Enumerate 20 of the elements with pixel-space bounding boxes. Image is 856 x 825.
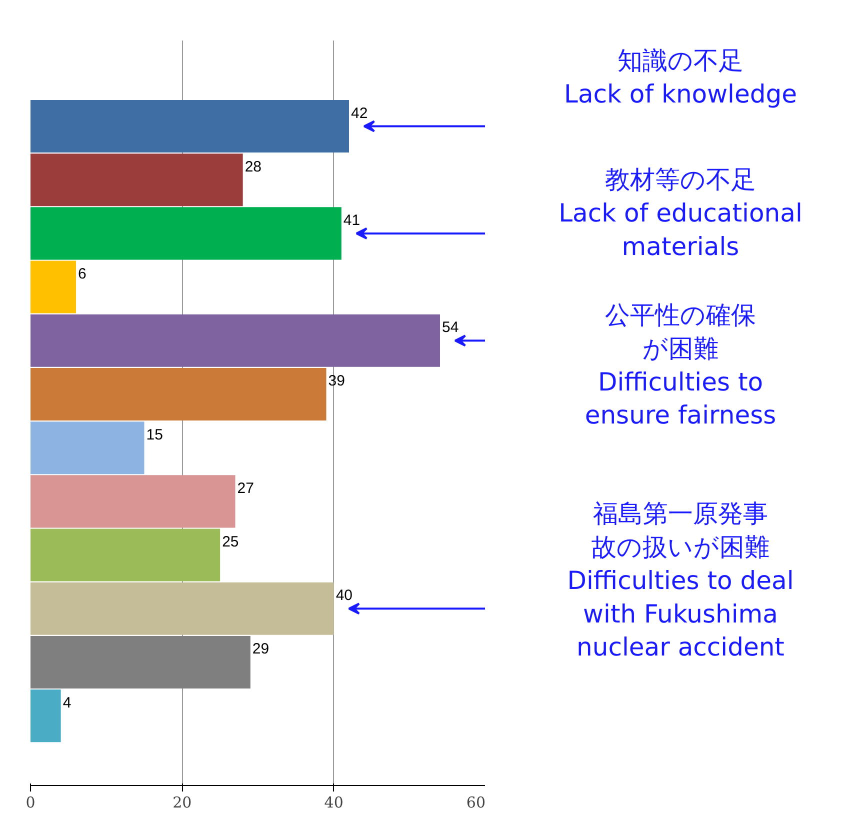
- x-tick-label: 0: [26, 794, 36, 812]
- data-label: 40: [336, 587, 353, 604]
- data-label: 39: [328, 372, 345, 390]
- data-label: 6: [78, 266, 86, 283]
- data-label: 28: [244, 158, 262, 176]
- text: 福島第一原発事故の扱いが困難 Difficulties to deal with Fukushima nuclear accident: [567, 499, 794, 662]
- data-label: 42: [351, 104, 368, 122]
- text: 教材等の不足 Lack of educational materials: [558, 165, 802, 261]
- data-label: 54: [442, 319, 459, 336]
- text: 知識の不足 Lack of knowledge: [564, 46, 797, 108]
- data-label: 4: [62, 694, 72, 712]
- data-label: 15: [146, 426, 163, 444]
- x-tick-label: 60: [466, 794, 486, 812]
- text: 公平性の確保が困難 Difficulties to ensure fairness: [584, 300, 776, 430]
- data-label: 41: [343, 212, 360, 229]
- data-label: 29: [252, 640, 270, 658]
- data-label: 27: [237, 480, 254, 497]
- x-tick-label: 20: [172, 794, 192, 812]
- data-label: 25: [222, 534, 239, 551]
- x-tick-label: 40: [324, 794, 344, 812]
